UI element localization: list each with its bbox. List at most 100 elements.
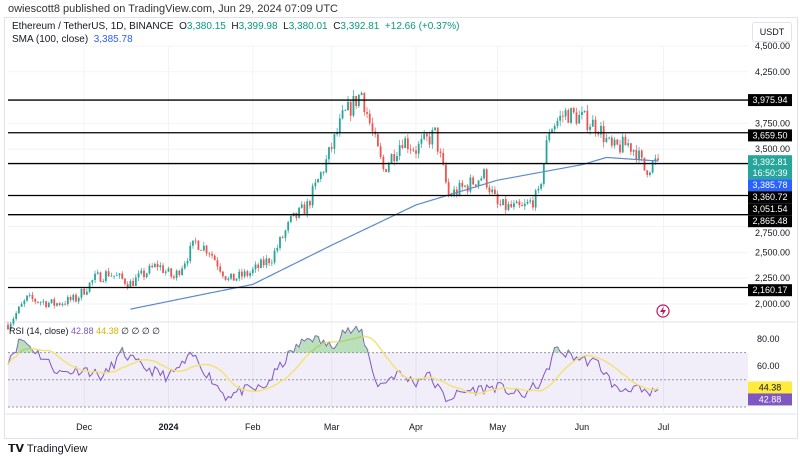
candle-body bbox=[328, 147, 330, 160]
candle-body bbox=[529, 200, 532, 202]
candle-body bbox=[12, 318, 15, 324]
x-tick-label: Jul bbox=[658, 422, 670, 432]
symbol-name[interactable]: Ethereum / TetherUS, 1D, BINANCE bbox=[12, 21, 174, 32]
candle-body bbox=[219, 266, 222, 272]
rsi-tick-label: 60.00 bbox=[757, 361, 780, 371]
candle-body bbox=[254, 264, 257, 270]
candle-body bbox=[368, 113, 371, 124]
candle-body bbox=[64, 303, 67, 305]
candle-body bbox=[360, 92, 363, 95]
candle-body bbox=[287, 222, 290, 231]
candle-body bbox=[559, 115, 562, 121]
candle-body bbox=[140, 270, 143, 274]
candle-body bbox=[412, 149, 415, 151]
level-price-tag bbox=[748, 94, 792, 107]
countdown-label: 16:50:39 bbox=[752, 168, 787, 178]
candle-body bbox=[624, 136, 627, 146]
candle-body bbox=[385, 169, 387, 172]
tradingview-logo[interactable]: 𝗧𝗩 TradingView bbox=[8, 442, 87, 455]
candle-body bbox=[488, 187, 491, 193]
candle-body bbox=[91, 280, 94, 283]
candle-body bbox=[458, 182, 461, 196]
candle-body bbox=[26, 295, 28, 301]
candle-body bbox=[230, 273, 232, 279]
candle-body bbox=[205, 245, 208, 254]
candle-body bbox=[129, 280, 132, 288]
candle-body bbox=[99, 272, 102, 282]
candle-body bbox=[632, 150, 635, 152]
candle-body bbox=[31, 294, 34, 300]
y-tick-label: 2,250.00 bbox=[755, 273, 790, 283]
candle-body bbox=[306, 201, 309, 215]
candle-body bbox=[366, 112, 368, 114]
ohlc-legend: Ethereum / TetherUS, 1D, BINANCE O3,380.… bbox=[12, 21, 459, 32]
candle-body bbox=[336, 132, 339, 135]
candle-body bbox=[186, 261, 189, 264]
candle-body bbox=[319, 172, 322, 179]
rsi-ma-line bbox=[7, 335, 659, 395]
rsi-label: RSI (14, close) bbox=[9, 326, 69, 336]
candle-body bbox=[553, 125, 556, 130]
close-label: C bbox=[333, 21, 341, 32]
currency-button[interactable]: USDT bbox=[752, 22, 792, 42]
level-price-label: 2,865.48 bbox=[752, 216, 787, 226]
candle-body bbox=[472, 177, 475, 185]
candle-body bbox=[561, 115, 564, 117]
candle-body bbox=[605, 137, 608, 143]
candle-body bbox=[243, 271, 246, 277]
x-tick-label: Apr bbox=[409, 422, 423, 432]
candle-body bbox=[344, 110, 347, 112]
level-price-label: 3,360.72 bbox=[752, 192, 787, 202]
candle-body bbox=[105, 271, 107, 281]
candle-body bbox=[145, 273, 148, 278]
rsi-value: 42.88 bbox=[71, 326, 94, 336]
candle-body bbox=[453, 189, 455, 197]
rsi-tag bbox=[748, 393, 792, 406]
candle-body bbox=[241, 271, 243, 277]
candle-body bbox=[83, 288, 86, 295]
sma-legend[interactable]: SMA (100, close) 3,385.78 bbox=[12, 34, 133, 45]
rsi-extras: ∅ ∅ ∅ ∅ bbox=[121, 326, 161, 336]
candle-body bbox=[523, 203, 526, 207]
candle-body bbox=[7, 324, 9, 330]
low-label: L bbox=[283, 21, 289, 32]
last-price-tag bbox=[748, 155, 792, 180]
candle-body bbox=[208, 253, 211, 255]
candle-body bbox=[572, 108, 575, 113]
candle-body bbox=[654, 158, 657, 162]
candle-body bbox=[330, 147, 333, 149]
candle-body bbox=[396, 155, 398, 162]
lightning-icon[interactable] bbox=[656, 304, 670, 318]
candle-body bbox=[50, 299, 53, 303]
candle-body bbox=[260, 259, 262, 268]
candle-body bbox=[61, 303, 64, 305]
candle-body bbox=[493, 189, 496, 195]
rsi-legend[interactable]: RSI (14, close) 42.88 44.38 ∅ ∅ ∅ ∅ bbox=[9, 326, 160, 337]
candle-body bbox=[96, 272, 99, 274]
candle-body bbox=[85, 291, 88, 295]
candle-body bbox=[268, 258, 271, 264]
candle-body bbox=[80, 288, 83, 298]
candle-body bbox=[34, 299, 37, 302]
candle-body bbox=[423, 133, 426, 139]
candle-body bbox=[53, 299, 56, 306]
candle-body bbox=[251, 269, 254, 274]
candle-body bbox=[56, 303, 58, 306]
candle-body bbox=[118, 273, 121, 276]
x-tick-label: Feb bbox=[245, 422, 261, 432]
y-tick-label: 2,500.00 bbox=[755, 247, 790, 257]
candle-body bbox=[42, 301, 45, 303]
candle-body bbox=[466, 185, 469, 192]
candle-body bbox=[406, 138, 409, 150]
candle-body bbox=[173, 276, 175, 278]
candle-body bbox=[398, 145, 401, 156]
candle-body bbox=[151, 265, 154, 268]
candle-body bbox=[235, 278, 238, 281]
y-tick-label: 3,750.00 bbox=[755, 118, 790, 128]
candle-body bbox=[238, 271, 241, 279]
candle-body bbox=[284, 230, 287, 238]
candle-body bbox=[540, 183, 543, 189]
candle-body bbox=[629, 143, 632, 152]
candle-body bbox=[583, 110, 586, 112]
